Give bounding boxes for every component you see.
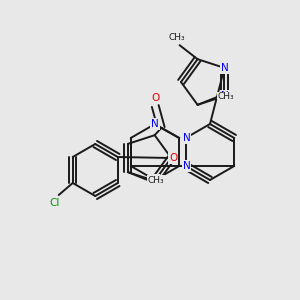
Text: O: O <box>169 153 177 163</box>
Text: CH₃: CH₃ <box>217 92 234 101</box>
Text: N: N <box>151 119 159 129</box>
Text: Cl: Cl <box>50 198 60 208</box>
Text: N: N <box>183 161 190 171</box>
Text: N: N <box>220 91 228 101</box>
Text: N: N <box>183 133 190 143</box>
Text: N: N <box>151 175 159 185</box>
Text: CH₃: CH₃ <box>148 176 164 184</box>
Text: N: N <box>149 176 157 186</box>
Text: O: O <box>151 93 159 103</box>
Text: CH₃: CH₃ <box>168 33 185 42</box>
Text: N: N <box>220 63 228 73</box>
